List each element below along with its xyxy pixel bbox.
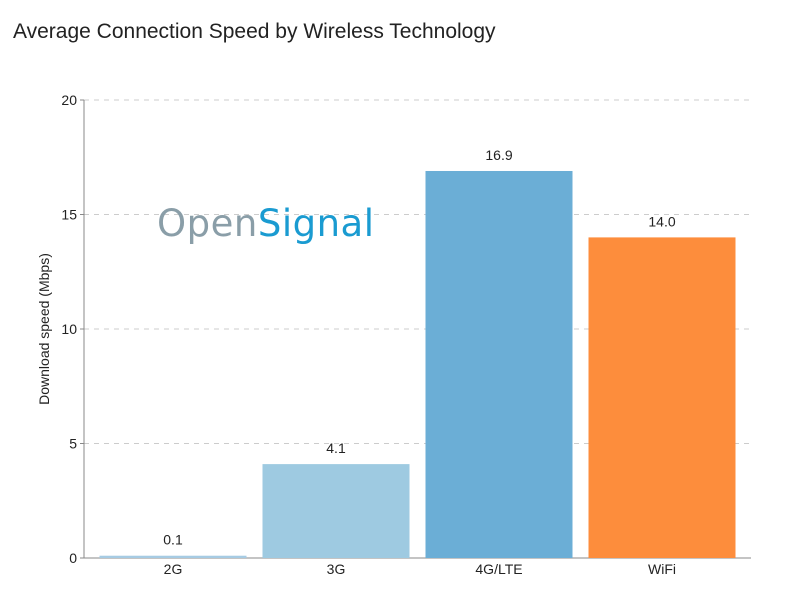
x-tick-label: 2G (164, 561, 183, 577)
bar-4g-lte (425, 170, 573, 559)
bar-3g (262, 464, 410, 558)
bar-wifi (588, 237, 736, 558)
bars (99, 170, 736, 559)
watermark-signal: Signal (257, 202, 375, 245)
bar-value-label: 0.1 (163, 532, 183, 548)
y-tick-label: 5 (69, 436, 77, 452)
y-tick-label: 0 (69, 550, 77, 566)
bar-value-label: 16.9 (485, 147, 512, 163)
bar-value-label: 14.0 (648, 213, 675, 229)
watermark-open: Open (157, 202, 258, 245)
opensignal-watermark: OpenSignal (157, 202, 374, 245)
bar-value-label: 4.1 (326, 440, 346, 456)
x-tick-label: WiFi (648, 561, 676, 577)
y-axis-label: Download speed (Mbps) (36, 253, 52, 405)
bar-2g (99, 555, 247, 558)
labels: 0 5 10 15 20 0.1 2G 4.1 3G 16.9 4G/LTE 14.0 WiFi (61, 92, 676, 577)
grid-lines (84, 99, 751, 444)
y-tick-label: 15 (61, 207, 77, 223)
y-tick-label: 20 (61, 92, 77, 108)
x-tick-label: 4G/LTE (475, 561, 522, 577)
y-tick-label: 10 (61, 321, 77, 337)
chart-title: Average Connection Speed by Wireless Tec… (13, 20, 496, 43)
x-tick-label: 3G (327, 561, 346, 577)
